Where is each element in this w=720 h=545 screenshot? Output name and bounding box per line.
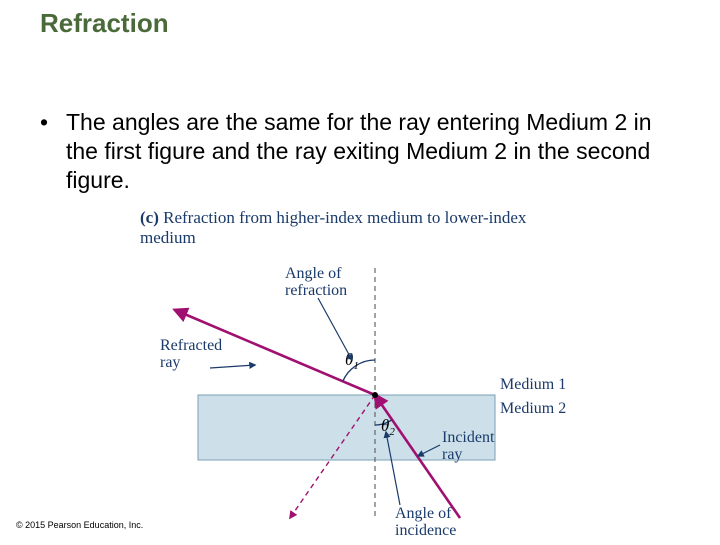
figure-svg-wrap: θ1θ2Angle ofrefractionRefractedrayMedium… <box>140 250 580 540</box>
refraction-svg: θ1θ2Angle ofrefractionRefractedrayMedium… <box>140 250 580 540</box>
svg-text:Angle ofrefraction: Angle ofrefraction <box>285 265 347 299</box>
bullet-dot: • <box>40 108 48 137</box>
copyright-text: © 2015 Pearson Education, Inc. <box>16 520 143 530</box>
figure-caption: (c) Refraction from higher-index medium … <box>140 208 580 249</box>
bullet-item: • The angles are the same for the ray en… <box>40 108 680 194</box>
svg-text:Refractedray: Refractedray <box>160 337 222 371</box>
caption-prefix: (c) <box>140 208 159 227</box>
page-title: Refraction <box>40 8 169 39</box>
svg-text:θ1: θ1 <box>345 350 359 372</box>
svg-text:Medium 1: Medium 1 <box>500 376 566 393</box>
svg-text:Medium 2: Medium 2 <box>500 400 566 417</box>
refraction-figure: (c) Refraction from higher-index medium … <box>140 208 580 538</box>
bullet-text: The angles are the same for the ray ente… <box>66 108 680 194</box>
caption-text: Refraction from higher-index medium to l… <box>140 208 526 247</box>
svg-text:Angle ofincidence: Angle ofincidence <box>395 505 456 539</box>
